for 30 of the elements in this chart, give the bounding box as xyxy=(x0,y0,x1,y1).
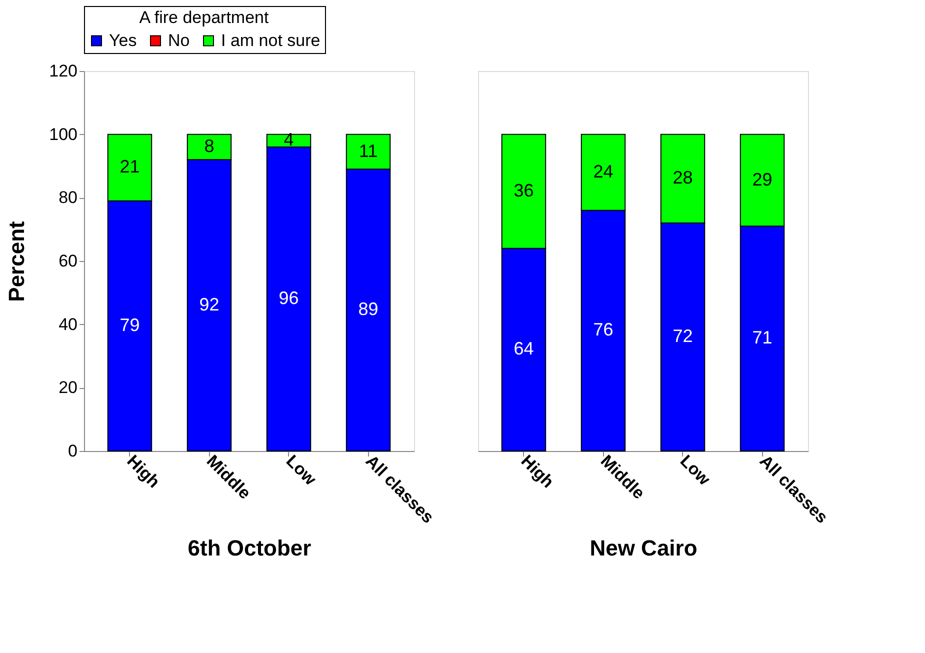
data-label: 28 xyxy=(672,168,693,188)
y-tick-label: 0 xyxy=(68,442,78,460)
legend-label: Yes xyxy=(109,30,137,50)
data-label: 89 xyxy=(358,299,378,320)
y-tick-label: 60 xyxy=(58,252,78,270)
data-label: 92 xyxy=(199,294,220,314)
data-label: 79 xyxy=(120,314,140,335)
y-tick-label: 80 xyxy=(58,188,78,208)
data-label: 36 xyxy=(514,180,534,200)
y-tick-label: 20 xyxy=(58,378,78,398)
data-label: 71 xyxy=(752,328,772,348)
legend-label: No xyxy=(168,30,190,50)
data-label: 21 xyxy=(120,156,140,177)
data-label: 24 xyxy=(593,161,614,182)
data-label: 64 xyxy=(514,338,534,359)
data-label: 96 xyxy=(278,288,299,308)
legend-label: I am not sure xyxy=(221,30,320,50)
y-tick-label: 40 xyxy=(58,314,78,334)
y-tick-label: 120 xyxy=(49,62,78,80)
data-label: 72 xyxy=(672,326,693,346)
legend-title: A fire department xyxy=(139,8,269,27)
data-label: 8 xyxy=(204,136,214,156)
data-label: 11 xyxy=(358,140,378,161)
x-axis-title: 6th October xyxy=(188,535,312,560)
y-tick-label: 100 xyxy=(49,124,78,144)
data-label: 29 xyxy=(752,169,772,190)
y-axis-title: Percent xyxy=(4,220,30,302)
x-axis-title: New Cairo xyxy=(590,535,698,560)
data-label: 4 xyxy=(284,130,294,150)
data-label: 76 xyxy=(593,320,614,340)
